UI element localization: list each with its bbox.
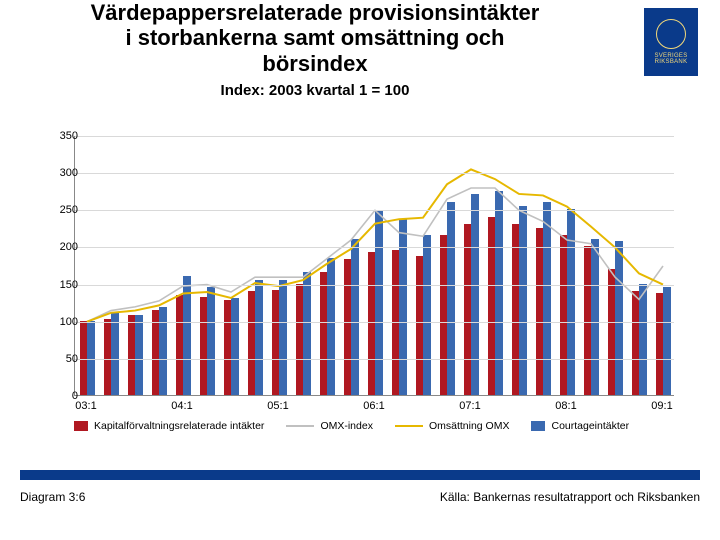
y-tick-label: 50 (66, 353, 78, 365)
footer-divider (20, 470, 700, 480)
logo-seal-icon (656, 19, 686, 49)
y-tick-label: 250 (60, 204, 78, 216)
y-tick-label: 300 (60, 167, 78, 179)
chart: Kapitalförvaltningsrelaterade intäkter OM… (34, 136, 684, 446)
legend-swatch (74, 421, 88, 431)
page-subtitle: Index: 2003 kvartal 1 = 100 (20, 82, 610, 99)
y-tick-label: 150 (60, 279, 78, 291)
gridline (75, 210, 674, 211)
riksbank-logo: SVERIGES RIKSBANK (644, 8, 698, 76)
y-tick-label: 200 (60, 241, 78, 253)
gridline (75, 247, 674, 248)
line-oms (87, 169, 663, 321)
legend-label: Omsättning OMX (429, 420, 510, 432)
x-tick-label: 06:1 (363, 400, 384, 412)
legend-swatch (286, 425, 314, 427)
x-tick-label: 09:1 (651, 400, 672, 412)
legend-item-oms: Omsättning OMX (395, 420, 510, 432)
diagram-number: Diagram 3:6 (20, 490, 85, 504)
title-block: Värdepappersrelaterade provisionsintäkte… (0, 0, 630, 99)
page-title: Värdepappersrelaterade provisionsintäkte… (20, 0, 610, 76)
legend-swatch (531, 421, 545, 431)
legend-label: OMX-index (320, 420, 373, 432)
x-tick-label: 03:1 (75, 400, 96, 412)
source-text: Källa: Bankernas resultatrapport och Rik… (440, 490, 700, 504)
gridline (75, 322, 674, 323)
gridline (75, 173, 674, 174)
line-omx (87, 188, 663, 322)
gridline (75, 359, 674, 360)
x-tick-label: 08:1 (555, 400, 576, 412)
legend: Kapitalförvaltningsrelaterade intäkter OM… (74, 420, 674, 432)
plot-area (74, 136, 674, 396)
legend-swatch (395, 425, 423, 427)
legend-label: Courtageintäkter (551, 420, 629, 432)
line-layer (75, 136, 675, 396)
logo-text-2: RIKSBANK (655, 59, 688, 65)
y-tick-label: 100 (60, 316, 78, 328)
legend-item-courtage: Courtageintäkter (531, 420, 629, 432)
gridline (75, 136, 674, 137)
gridline (75, 285, 674, 286)
legend-item-kapital: Kapitalförvaltningsrelaterade intäkter (74, 420, 264, 432)
legend-item-omx: OMX-index (286, 420, 373, 432)
x-tick-label: 04:1 (171, 400, 192, 412)
x-tick-label: 05:1 (267, 400, 288, 412)
footer: Diagram 3:6 Källa: Bankernas resultatrap… (20, 490, 700, 504)
legend-label: Kapitalförvaltningsrelaterade intäkter (94, 420, 264, 432)
x-tick-label: 07:1 (459, 400, 480, 412)
y-tick-label: 350 (60, 130, 78, 142)
